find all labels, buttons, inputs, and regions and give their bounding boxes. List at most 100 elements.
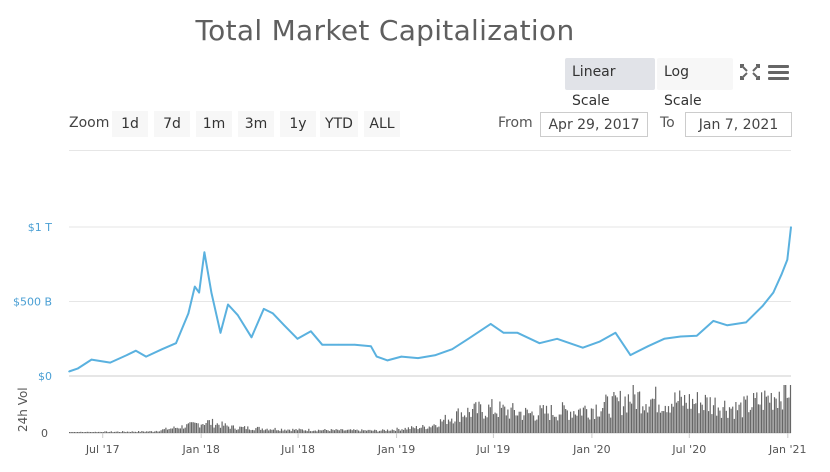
volume-bar <box>444 414 446 433</box>
volume-bar <box>372 430 374 433</box>
volume-bar <box>120 432 122 433</box>
volume-bar <box>603 402 605 433</box>
grid-lines <box>69 226 791 434</box>
volume-bar <box>97 431 100 433</box>
volume-bar <box>393 430 395 433</box>
volume-bar <box>276 430 278 433</box>
linear-scale-button[interactable]: Linear Scale <box>565 58 655 109</box>
volume-bar <box>515 415 517 433</box>
volume-bar <box>282 430 284 433</box>
volume-axis-zero-label: 0 <box>41 427 48 440</box>
volume-bar <box>375 430 377 433</box>
volume-bar <box>244 426 246 433</box>
volume-bar <box>72 432 74 433</box>
zoom-7d-button[interactable]: 7d <box>154 111 190 137</box>
market-cap-point <box>227 303 229 306</box>
volume-bar <box>547 413 549 433</box>
log-scale-button[interactable]: Log Scale <box>657 58 733 109</box>
y-axis-labels: $0 $500 B $1 T <box>13 221 52 383</box>
volume-bar <box>247 426 249 433</box>
volume-bar <box>571 417 573 433</box>
volume-bar <box>658 404 660 433</box>
volume-bar <box>701 404 703 433</box>
market-cap-point <box>790 226 792 228</box>
volume-bar <box>401 429 403 433</box>
volume-bar <box>728 407 731 433</box>
volume-bar <box>226 425 228 433</box>
market-cap-point <box>109 361 111 364</box>
market-cap-point <box>310 330 312 333</box>
volume-bar <box>414 428 416 433</box>
market-cap-point <box>161 348 163 351</box>
volume-bar <box>407 427 409 433</box>
volume-bar <box>502 404 504 433</box>
volume-bar <box>409 429 411 433</box>
volume-bar <box>73 432 75 433</box>
volume-bar <box>170 428 172 433</box>
volume-bar <box>428 426 430 433</box>
volume-bar <box>635 409 637 433</box>
volume-bar <box>398 429 400 433</box>
volume-bar <box>447 419 450 433</box>
volume-bar <box>83 432 85 433</box>
volume-bar <box>425 429 427 433</box>
volume-bar <box>521 419 523 433</box>
zoom-all-button[interactable]: ALL <box>364 111 400 137</box>
volume-bar <box>528 413 530 433</box>
volume-bar <box>324 429 326 433</box>
volume-bar <box>576 415 578 433</box>
volume-bar <box>144 431 146 433</box>
volume-bar <box>417 429 419 433</box>
volume-series <box>69 385 792 433</box>
from-date-input[interactable] <box>540 112 648 137</box>
volume-bar <box>292 428 294 433</box>
volume-bar <box>663 411 665 433</box>
zoom-1m-button[interactable]: 1m <box>196 111 232 137</box>
volume-bar <box>714 397 716 433</box>
to-date-input[interactable] <box>685 112 792 137</box>
volume-bar <box>306 431 308 433</box>
volume-bar <box>500 407 503 433</box>
volume-bar <box>775 398 777 433</box>
volume-bar <box>684 395 686 433</box>
volume-bar <box>587 417 589 433</box>
volume-bar <box>504 406 506 433</box>
volume-bar <box>181 425 183 433</box>
volume-bar <box>298 428 300 433</box>
volume-bar <box>462 416 464 433</box>
menu-button[interactable] <box>765 58 791 88</box>
volume-bar <box>716 415 718 433</box>
volume-bar <box>537 415 539 433</box>
volume-bar <box>105 431 108 433</box>
volume-bar <box>602 408 604 433</box>
volume-bar <box>250 430 252 433</box>
volume-bar <box>746 395 748 433</box>
zoom-1d-button[interactable]: 1d <box>112 111 148 137</box>
volume-bar <box>669 412 671 433</box>
volume-bar <box>586 409 588 433</box>
volume-bar <box>680 396 682 433</box>
volume-bar <box>77 432 79 433</box>
volume-bar <box>419 428 421 433</box>
menu-icon <box>768 65 789 80</box>
zoom-ytd-button[interactable]: YTD <box>320 111 358 137</box>
volume-bar <box>176 427 178 433</box>
volume-bar <box>595 404 597 433</box>
volume-bar <box>765 396 767 433</box>
volume-bar <box>327 430 329 433</box>
volume-bar <box>195 423 197 433</box>
volume-bar <box>80 431 82 433</box>
volume-bar <box>297 430 299 433</box>
volume-bar <box>436 427 438 433</box>
volume-bar <box>677 401 679 433</box>
volume-bar <box>128 431 130 433</box>
fullscreen-button[interactable] <box>737 58 763 88</box>
volume-bar <box>139 431 141 433</box>
volume-bar <box>459 421 461 433</box>
zoom-1y-button[interactable]: 1y <box>280 111 316 137</box>
volume-bar <box>186 424 188 433</box>
volume-bar <box>123 431 125 433</box>
zoom-3m-button[interactable]: 3m <box>238 111 274 137</box>
volume-bar <box>361 429 363 433</box>
volume-bar <box>531 411 533 433</box>
